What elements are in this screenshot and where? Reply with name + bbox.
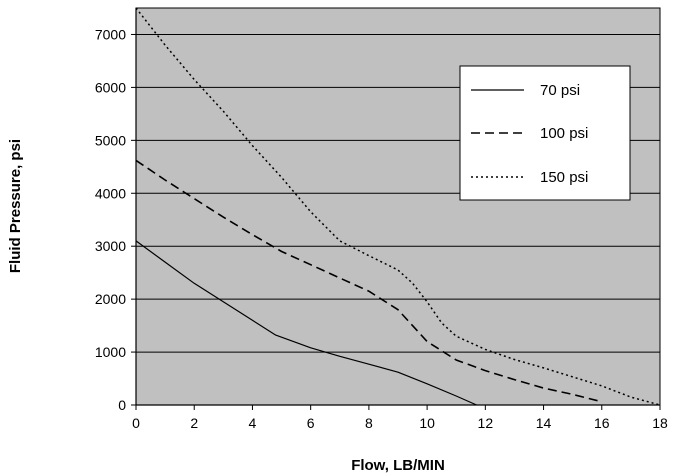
y-tick-label: 3000 [95, 238, 126, 254]
x-tick-label: 16 [594, 415, 610, 431]
y-tick-label: 4000 [95, 185, 126, 201]
y-tick-label: 5000 [95, 132, 126, 148]
x-tick-label: 12 [478, 415, 494, 431]
x-tick-label: 18 [652, 415, 668, 431]
series-line-150-psi [135, 7, 661, 406]
x-tick-label: 2 [190, 415, 198, 431]
x-tick-label: 0 [132, 415, 140, 431]
series-lines [135, 7, 661, 406]
x-tick-label: 10 [419, 415, 435, 431]
axes [131, 8, 661, 410]
series-line-70-psi [135, 240, 477, 406]
legend-label-150-psi: 150 psi [540, 169, 588, 186]
y-axis-title: Fluid Pressure, psi [7, 139, 24, 273]
x-tick-label: 6 [307, 415, 315, 431]
x-tick-label: 8 [365, 415, 373, 431]
x-tick-label: 4 [249, 415, 257, 431]
y-tick-label: 6000 [95, 79, 126, 95]
legend-label-70-psi: 70 psi [540, 82, 580, 99]
y-tick-label: 7000 [95, 26, 126, 42]
x-axis-title: Flow, LB/MIN [351, 457, 445, 474]
series-line-100-psi [135, 159, 602, 403]
y-tick-label: 0 [118, 397, 126, 413]
x-tick-label: 14 [536, 415, 552, 431]
y-tick-label: 2000 [95, 291, 126, 307]
tick-labels: 0 1000 2000 3000 4000 5000 6000 7000 0 2 4 6 8 10 12 14… [95, 26, 668, 431]
y-tick-label: 1000 [95, 344, 126, 360]
legend: 70 psi 100 psi 150 psi [459, 65, 631, 201]
legend-label-100-psi: 100 psi [540, 125, 588, 142]
